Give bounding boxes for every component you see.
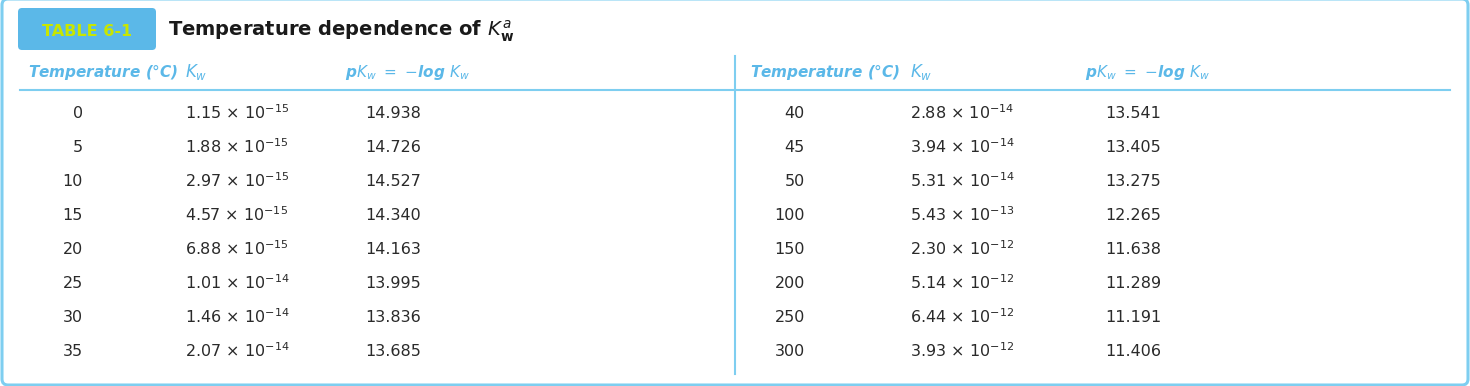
Text: 5: 5 <box>74 139 82 154</box>
Text: 6.44 × 10$^{-12}$: 6.44 × 10$^{-12}$ <box>910 308 1014 326</box>
Text: 20: 20 <box>63 242 82 257</box>
Text: 11.191: 11.191 <box>1105 310 1161 325</box>
Text: Temperature dependence of $\mathbf{\mathit{K}}_\mathbf{w}^{\,a}$: Temperature dependence of $\mathbf{\math… <box>168 18 514 44</box>
Text: 11.638: 11.638 <box>1105 242 1161 257</box>
Text: 5.14 × 10$^{-12}$: 5.14 × 10$^{-12}$ <box>910 274 1014 292</box>
Text: p$\mathit{K}_w$ $=$ $-$log $\mathit{K}_w$: p$\mathit{K}_w$ $=$ $-$log $\mathit{K}_w… <box>1085 63 1210 81</box>
Text: 2.30 × 10$^{-12}$: 2.30 × 10$^{-12}$ <box>910 240 1014 258</box>
Text: 5.31 × 10$^{-14}$: 5.31 × 10$^{-14}$ <box>910 172 1014 190</box>
Text: 45: 45 <box>785 139 806 154</box>
Text: 14.163: 14.163 <box>365 242 420 257</box>
Text: 1.46 × 10$^{-14}$: 1.46 × 10$^{-14}$ <box>185 308 290 326</box>
Text: 5.43 × 10$^{-13}$: 5.43 × 10$^{-13}$ <box>910 206 1014 224</box>
Text: 14.938: 14.938 <box>365 105 420 120</box>
Text: 13.995: 13.995 <box>365 276 420 291</box>
Text: 30: 30 <box>63 310 82 325</box>
Text: Temperature ($°$C): Temperature ($°$C) <box>750 62 900 82</box>
Text: 1.88 × 10$^{-15}$: 1.88 × 10$^{-15}$ <box>185 138 290 156</box>
Text: 2.07 × 10$^{-14}$: 2.07 × 10$^{-14}$ <box>185 342 290 361</box>
Text: 3.94 × 10$^{-14}$: 3.94 × 10$^{-14}$ <box>910 138 1014 156</box>
Text: 200: 200 <box>775 276 806 291</box>
Text: 300: 300 <box>775 344 806 359</box>
Text: 2.97 × 10$^{-15}$: 2.97 × 10$^{-15}$ <box>185 172 290 190</box>
Text: 40: 40 <box>785 105 806 120</box>
Text: 10: 10 <box>63 173 82 188</box>
Text: 150: 150 <box>775 242 806 257</box>
Text: 11.406: 11.406 <box>1105 344 1161 359</box>
Text: 13.836: 13.836 <box>365 310 420 325</box>
Text: Temperature ($°$C): Temperature ($°$C) <box>28 62 178 82</box>
Text: 100: 100 <box>775 208 806 222</box>
Text: 12.265: 12.265 <box>1105 208 1161 222</box>
Text: $\mathit{K}_w$: $\mathit{K}_w$ <box>185 62 207 82</box>
Text: 50: 50 <box>785 173 806 188</box>
Text: 15: 15 <box>63 208 82 222</box>
Text: TABLE 6-1: TABLE 6-1 <box>43 24 132 39</box>
Text: 11.289: 11.289 <box>1105 276 1161 291</box>
Text: 6.88 × 10$^{-15}$: 6.88 × 10$^{-15}$ <box>185 240 290 258</box>
Text: 2.88 × 10$^{-14}$: 2.88 × 10$^{-14}$ <box>910 104 1014 122</box>
Text: 14.527: 14.527 <box>365 173 420 188</box>
Text: 1.15 × 10$^{-15}$: 1.15 × 10$^{-15}$ <box>185 104 290 122</box>
Text: 250: 250 <box>775 310 806 325</box>
Text: 13.685: 13.685 <box>365 344 420 359</box>
Text: 13.541: 13.541 <box>1105 105 1161 120</box>
Text: 3.93 × 10$^{-12}$: 3.93 × 10$^{-12}$ <box>910 342 1014 361</box>
Text: p$\mathit{K}_w$ $=$ $-$log $\mathit{K}_w$: p$\mathit{K}_w$ $=$ $-$log $\mathit{K}_w… <box>345 63 470 81</box>
Text: 1.01 × 10$^{-14}$: 1.01 × 10$^{-14}$ <box>185 274 290 292</box>
Text: 13.275: 13.275 <box>1105 173 1161 188</box>
Text: 25: 25 <box>63 276 82 291</box>
Text: 35: 35 <box>63 344 82 359</box>
FancyBboxPatch shape <box>18 8 156 50</box>
Text: 13.405: 13.405 <box>1105 139 1161 154</box>
Text: 4.57 × 10$^{-15}$: 4.57 × 10$^{-15}$ <box>185 206 288 224</box>
Text: 14.340: 14.340 <box>365 208 420 222</box>
Text: $\mathit{K}_w$: $\mathit{K}_w$ <box>910 62 932 82</box>
Text: 14.726: 14.726 <box>365 139 420 154</box>
Text: 0: 0 <box>74 105 82 120</box>
